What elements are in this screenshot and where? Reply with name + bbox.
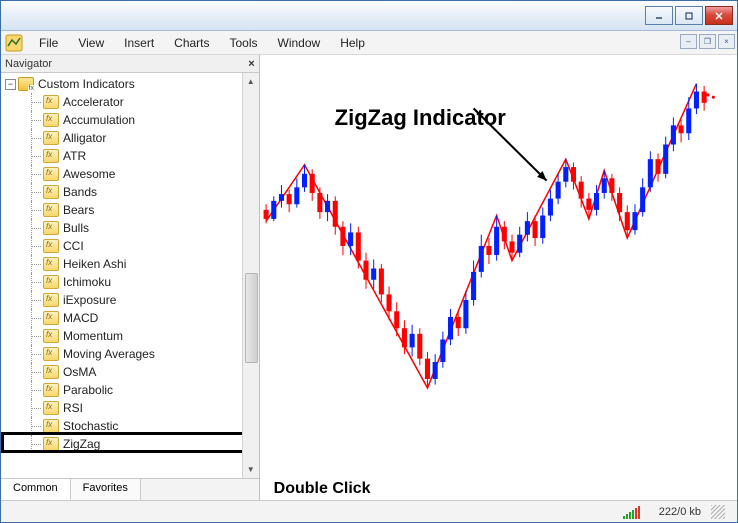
window-minimize-button[interactable] — [645, 6, 673, 25]
indicator-icon — [43, 95, 59, 109]
indicator-awesome[interactable]: Awesome — [3, 165, 259, 183]
nav-tab-common[interactable]: Common — [1, 479, 71, 500]
indicator-bears[interactable]: Bears — [3, 201, 259, 219]
menu-charts[interactable]: Charts — [164, 33, 219, 53]
menu-tools[interactable]: Tools — [220, 33, 268, 53]
statusbar-text: 222/0 kb — [659, 506, 701, 518]
indicator-icon — [43, 257, 59, 271]
menubar: FileViewInsertChartsToolsWindowHelp – ❐ … — [1, 31, 737, 55]
navigator-panel: Navigator × −Custom IndicatorsAccelerato… — [1, 55, 260, 500]
scroll-thumb[interactable] — [245, 273, 258, 363]
indicator-zigzag[interactable]: ZigZag — [3, 435, 259, 453]
indicator-heiken-ashi[interactable]: Heiken Ashi — [3, 255, 259, 273]
menu-help[interactable]: Help — [330, 33, 375, 53]
indicator-icon — [43, 113, 59, 127]
mdi-minimize-button[interactable]: – — [680, 34, 697, 49]
connection-bars-icon — [623, 505, 641, 519]
indicator-momentum[interactable]: Momentum — [3, 327, 259, 345]
indicator-icon — [43, 149, 59, 163]
tree-collapse-icon[interactable]: − — [5, 79, 16, 90]
zigzag-annotation-title: ZigZag Indicator — [335, 105, 506, 131]
mdi-controls: – ❐ × — [678, 34, 735, 49]
navigator-title: Navigator — [5, 58, 52, 70]
chart-area[interactable]: ZigZag Indicator Double Click — [260, 55, 737, 500]
indicator-accelerator[interactable]: Accelerator — [3, 93, 259, 111]
indicator-icon — [43, 329, 59, 343]
menu-window[interactable]: Window — [268, 33, 331, 53]
tree-root-custom-indicators[interactable]: −Custom Indicators — [3, 75, 259, 93]
indicator-icon — [43, 383, 59, 397]
indicator-alligator[interactable]: Alligator — [3, 129, 259, 147]
window-close-button[interactable] — [705, 6, 733, 25]
indicator-osma[interactable]: OsMA — [3, 363, 259, 381]
content-area: Navigator × −Custom IndicatorsAccelerato… — [1, 55, 737, 500]
app-window: FileViewInsertChartsToolsWindowHelp – ❐ … — [0, 0, 738, 523]
navigator-titlebar: Navigator × — [1, 55, 259, 73]
indicator-rsi[interactable]: RSI — [3, 399, 259, 417]
indicator-cci[interactable]: CCI — [3, 237, 259, 255]
indicator-icon — [43, 185, 59, 199]
mdi-restore-button[interactable]: ❐ — [699, 34, 716, 49]
indicator-icon — [43, 311, 59, 325]
menu-file[interactable]: File — [29, 33, 68, 53]
indicator-icon — [43, 239, 59, 253]
titlebar — [1, 1, 737, 31]
indicator-bands[interactable]: Bands — [3, 183, 259, 201]
indicator-icon — [43, 275, 59, 289]
mdi-close-button[interactable]: × — [718, 34, 735, 49]
navigator-scrollbar[interactable]: ▲ ▼ — [242, 73, 259, 478]
app-icon — [5, 34, 23, 52]
navigator-tree: −Custom IndicatorsAcceleratorAccumulatio… — [1, 73, 259, 455]
navigator-tabs: CommonFavorites — [1, 478, 259, 500]
indicator-icon — [43, 365, 59, 379]
indicator-icon — [43, 419, 59, 433]
window-maximize-button[interactable] — [675, 6, 703, 25]
indicator-stochastic[interactable]: Stochastic — [3, 417, 259, 435]
indicator-icon — [43, 131, 59, 145]
indicator-ichimoku[interactable]: Ichimoku — [3, 273, 259, 291]
double-click-annotation: Double Click — [274, 480, 371, 498]
indicator-accumulation[interactable]: Accumulation — [3, 111, 259, 129]
menu-insert[interactable]: Insert — [114, 33, 164, 53]
indicator-icon — [43, 221, 59, 235]
folder-icon — [18, 77, 34, 91]
navigator-close-button[interactable]: × — [248, 58, 254, 70]
indicator-moving-averages[interactable]: Moving Averages — [3, 345, 259, 363]
indicator-bulls[interactable]: Bulls — [3, 219, 259, 237]
scroll-up-arrow[interactable]: ▲ — [243, 73, 259, 90]
indicator-icon — [43, 401, 59, 415]
statusbar: 222/0 kb — [1, 500, 737, 522]
indicator-icon — [43, 437, 59, 451]
scroll-down-arrow[interactable]: ▼ — [243, 461, 259, 478]
navigator-tree-wrap: −Custom IndicatorsAcceleratorAccumulatio… — [1, 73, 259, 478]
indicator-atr[interactable]: ATR — [3, 147, 259, 165]
indicator-icon — [43, 347, 59, 361]
indicator-parabolic[interactable]: Parabolic — [3, 381, 259, 399]
indicator-icon — [43, 167, 59, 181]
menu-view[interactable]: View — [68, 33, 114, 53]
indicator-icon — [43, 293, 59, 307]
indicator-icon — [43, 203, 59, 217]
indicator-iexposure[interactable]: iExposure — [3, 291, 259, 309]
resize-grip[interactable] — [711, 505, 725, 519]
nav-tab-favorites[interactable]: Favorites — [71, 479, 141, 500]
indicator-macd[interactable]: MACD — [3, 309, 259, 327]
